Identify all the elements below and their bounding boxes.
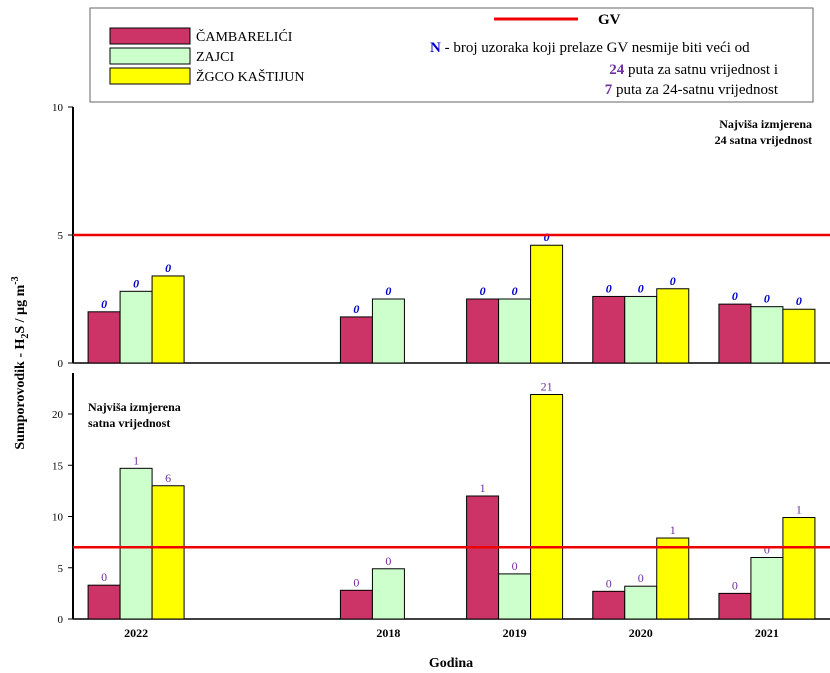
count-label: 0 — [544, 230, 550, 244]
count-label: 6 — [165, 471, 171, 485]
bar — [87, 584, 121, 620]
count-label: 0 — [764, 292, 770, 306]
x-tick-label: 2022 — [124, 626, 148, 640]
y-axis-title: Sumporovodik - H2S / µg m-3 — [10, 276, 31, 449]
bar — [119, 467, 153, 620]
bar — [151, 485, 185, 620]
count-label: 1 — [670, 523, 676, 537]
bar — [750, 306, 784, 364]
legend-swatch — [109, 67, 191, 85]
legend-label: ŽGCO KAŠTIJUN — [196, 68, 305, 85]
count-label: 0 — [638, 281, 644, 295]
count-label: 0 — [385, 284, 391, 298]
count-label: 0 — [133, 276, 139, 290]
count-label: 0 — [385, 554, 391, 568]
bar — [656, 288, 690, 364]
panel-annotation: Najviša izmjerena — [88, 400, 181, 414]
x-tick-label: 2021 — [755, 626, 779, 640]
y-tick-label: 15 — [52, 460, 64, 472]
count-label: 0 — [638, 571, 644, 585]
y-label-part: Sumporovodik - H — [13, 339, 28, 450]
count-label: 0 — [796, 294, 802, 308]
count-label: 0 — [732, 578, 738, 592]
count-label: 1 — [133, 453, 139, 467]
bar — [371, 568, 405, 620]
bar — [592, 590, 626, 620]
count-label: 0 — [606, 576, 612, 590]
note-part: 7 — [605, 82, 613, 98]
note-line: 7 puta za 24-satnu vrijednost — [605, 82, 779, 98]
count-label: 0 — [480, 284, 486, 298]
bar — [466, 298, 500, 364]
y-tick-label: 5 — [58, 563, 64, 575]
count-label: 0 — [101, 297, 107, 311]
bar — [339, 316, 373, 364]
note-part: - broj uzoraka koji prelaze GV nesmije b… — [441, 40, 750, 56]
legend-swatch — [109, 27, 191, 45]
note-line: 24 puta za satnu vrijednost i — [609, 62, 778, 78]
count-label: 0 — [732, 289, 738, 303]
y-tick-label: 20 — [52, 409, 64, 421]
y-tick-label: 0 — [58, 358, 64, 370]
bar — [530, 244, 564, 364]
count-label: 0 — [670, 274, 676, 288]
bar — [782, 308, 816, 364]
bar — [718, 592, 752, 620]
y-label-part: -3 — [10, 276, 21, 284]
panel-annotation: 24 satna vrijednost — [715, 133, 812, 147]
bar — [119, 290, 153, 364]
y-tick-label: 10 — [52, 102, 64, 114]
y-tick-label: 0 — [58, 614, 64, 626]
note-part: N — [430, 40, 441, 56]
bar — [592, 295, 626, 364]
count-label: 0 — [512, 559, 518, 573]
legend-box — [89, 7, 814, 103]
y-label-part: 2 — [20, 334, 31, 339]
note-part: puta za 24-satnu vrijednost — [612, 82, 779, 98]
note-line: N - broj uzoraka koji prelaze GV nesmije… — [430, 40, 750, 56]
panel-annotation: satna vrijednost — [88, 416, 170, 430]
count-label: 0 — [606, 281, 612, 295]
count-label: 0 — [353, 575, 359, 589]
y-label-part: S / µg m — [13, 284, 28, 333]
bar — [782, 517, 816, 620]
y-tick-label: 5 — [58, 230, 64, 242]
panel-annotation: Najviša izmjerena — [719, 117, 812, 131]
bar — [87, 311, 121, 364]
legend-label: ČAMBARELIĆI — [196, 28, 293, 45]
y-tick-label: 10 — [52, 512, 64, 524]
count-label: 21 — [541, 380, 553, 394]
bar — [718, 303, 752, 364]
x-tick-label: 2018 — [376, 626, 400, 640]
note-part: 24 — [609, 62, 625, 78]
bar — [339, 589, 373, 620]
bar — [498, 573, 532, 620]
bar — [624, 295, 658, 364]
bar — [530, 394, 564, 620]
legend-swatch — [109, 47, 191, 65]
legend-title: GV — [598, 12, 621, 28]
count-label: 0 — [165, 261, 171, 275]
legend-label: ZAJCI — [196, 50, 234, 65]
bar — [498, 298, 532, 364]
x-tick-label: 2020 — [629, 626, 653, 640]
bar — [656, 537, 690, 620]
count-label: 0 — [764, 543, 770, 557]
count-label: 1 — [480, 481, 486, 495]
note-part: puta za satnu vrijednost i — [624, 62, 778, 78]
x-tick-label: 2019 — [503, 626, 527, 640]
count-label: 1 — [796, 503, 802, 517]
bar — [466, 495, 500, 620]
count-label: 0 — [101, 570, 107, 584]
count-label: 0 — [512, 284, 518, 298]
bar — [151, 275, 185, 364]
bar — [371, 298, 405, 364]
count-label: 0 — [353, 302, 359, 316]
bar — [624, 585, 658, 620]
bar — [750, 557, 784, 620]
x-axis-title: Godina — [429, 656, 473, 671]
